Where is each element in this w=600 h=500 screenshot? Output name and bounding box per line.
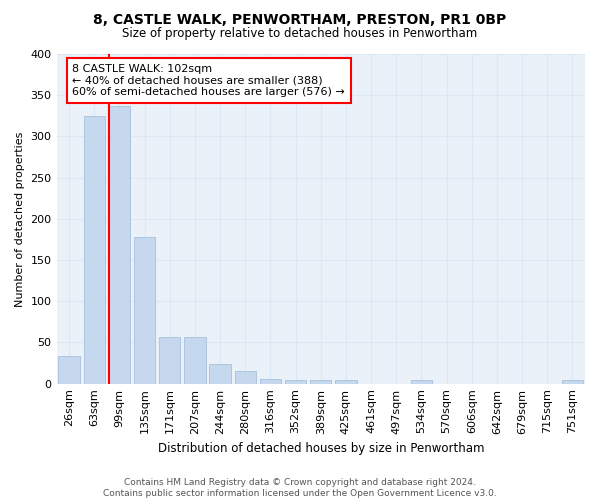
X-axis label: Distribution of detached houses by size in Penwortham: Distribution of detached houses by size … [158,442,484,455]
Bar [562,380,583,384]
Bar [134,237,155,384]
Bar [285,380,307,384]
Bar [260,378,281,384]
Bar [58,356,80,384]
Bar [184,336,206,384]
Bar [209,364,231,384]
Bar [109,106,130,384]
Bar [335,380,356,384]
Text: Contains HM Land Registry data © Crown copyright and database right 2024.
Contai: Contains HM Land Registry data © Crown c… [103,478,497,498]
Bar [411,380,432,384]
Bar [83,116,105,384]
Y-axis label: Number of detached properties: Number of detached properties [15,131,25,306]
Bar [310,380,331,384]
Text: 8 CASTLE WALK: 102sqm
← 40% of detached houses are smaller (388)
60% of semi-det: 8 CASTLE WALK: 102sqm ← 40% of detached … [73,64,345,97]
Text: 8, CASTLE WALK, PENWORTHAM, PRESTON, PR1 0BP: 8, CASTLE WALK, PENWORTHAM, PRESTON, PR1… [94,12,506,26]
Bar [235,372,256,384]
Bar [159,336,181,384]
Text: Size of property relative to detached houses in Penwortham: Size of property relative to detached ho… [122,28,478,40]
